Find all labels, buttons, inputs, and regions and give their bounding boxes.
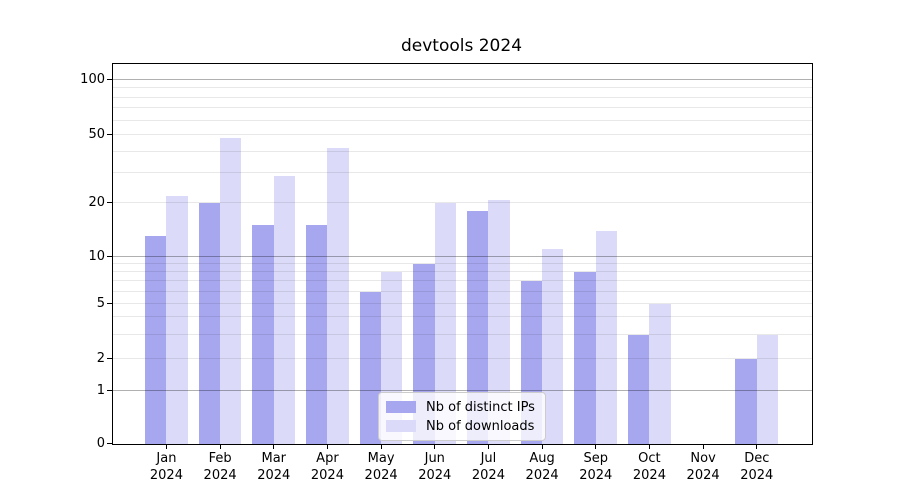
y-tick-mark-2 bbox=[107, 358, 112, 359]
x-tick-label-feb: Feb 2024 bbox=[203, 451, 237, 483]
x-tick-label-oct: Oct 2024 bbox=[632, 451, 666, 483]
bar-downloads-jan bbox=[166, 196, 188, 444]
bar-distinct-ips-feb bbox=[198, 203, 221, 444]
bar-downloads-jun bbox=[434, 203, 457, 444]
legend-item-distinct-ips: Nb of distinct IPs bbox=[386, 399, 535, 415]
x-tick-label-jan: Jan 2024 bbox=[149, 451, 183, 483]
y-tick-label-5: 5 bbox=[96, 296, 105, 312]
legend-label-distinct-ips: Nb of distinct IPs bbox=[426, 399, 535, 415]
bar-downloads-sep bbox=[595, 230, 618, 444]
y-tick-mark-1 bbox=[107, 390, 112, 391]
bars-layer bbox=[113, 64, 812, 444]
y-tick-label-10: 10 bbox=[88, 248, 105, 264]
y-tick-label-20: 20 bbox=[88, 195, 105, 211]
legend: Nb of distinct IPs Nb of downloads bbox=[378, 392, 546, 441]
y-tick-mark-20 bbox=[107, 202, 112, 204]
bar-downloads-aug bbox=[542, 249, 564, 444]
y-tick-mark-0 bbox=[107, 443, 112, 444]
x-tick-mark-dec bbox=[756, 445, 758, 449]
x-tick-mark-aug bbox=[541, 445, 543, 449]
bar-distinct-ips-jul bbox=[467, 211, 489, 444]
x-tick-mark-oct bbox=[648, 445, 650, 449]
legend-swatch-distinct-ips-icon bbox=[386, 401, 416, 413]
y-tick-label-2: 2 bbox=[96, 351, 105, 366]
bar-distinct-ips-sep bbox=[574, 271, 596, 444]
x-tick-label-aug: Aug 2024 bbox=[525, 451, 559, 483]
x-tick-label-apr: Apr 2024 bbox=[310, 451, 344, 483]
y-axis: 0 1 2 5 10 20 50 100 bbox=[80, 64, 812, 451]
bar-distinct-ips-may bbox=[359, 291, 382, 444]
bar-downloads-jul bbox=[488, 199, 510, 444]
bar-distinct-ips-mar bbox=[252, 225, 274, 444]
y-tick-mark-5 bbox=[107, 303, 112, 305]
legend-item-downloads: Nb of downloads bbox=[386, 418, 535, 434]
legend-label-downloads: Nb of downloads bbox=[426, 418, 535, 434]
x-tick-mark-may bbox=[380, 445, 382, 449]
y-tick-label-100: 100 bbox=[80, 72, 105, 87]
bar-distinct-ips-oct bbox=[628, 334, 650, 444]
x-axis: Jan 2024 Feb 2024 Mar 2024 Apr 2024 May 2024… bbox=[113, 64, 812, 483]
plot-area: 0 1 2 5 10 20 50 100 Jan 2024 Feb 2024 Mar 2024 Ap… bbox=[80, 63, 813, 483]
x-tick-label-sep: Sep 2024 bbox=[579, 451, 613, 483]
legend-swatch-downloads-icon bbox=[386, 420, 416, 432]
y-tick-label-0: 0 bbox=[96, 436, 105, 451]
bar-downloads-apr bbox=[327, 148, 349, 444]
x-tick-mark-mar bbox=[273, 445, 275, 449]
y-tick-label-1: 1 bbox=[96, 383, 105, 398]
x-tick-label-nov: Nov 2024 bbox=[686, 451, 720, 483]
y-tick-mark-50 bbox=[107, 134, 112, 136]
bar-distinct-ips-apr bbox=[306, 225, 328, 444]
x-tick-label-may: May 2024 bbox=[364, 451, 398, 483]
y-tick-mark-100 bbox=[107, 79, 112, 80]
x-tick-label-jul: Jul 2024 bbox=[471, 451, 505, 483]
y-tick-label-50: 50 bbox=[88, 127, 105, 143]
chart-title: devtools 2024 bbox=[400, 36, 523, 56]
x-tick-mark-jul bbox=[487, 445, 489, 449]
x-tick-mark-nov bbox=[702, 445, 704, 449]
x-tick-label-mar: Mar 2024 bbox=[257, 451, 291, 483]
y-tick-mark-10 bbox=[107, 255, 112, 257]
bar-distinct-ips-dec bbox=[735, 359, 757, 444]
bar-downloads-dec bbox=[756, 334, 779, 444]
x-tick-mark-feb bbox=[219, 445, 221, 449]
bar-downloads-oct bbox=[649, 304, 671, 444]
x-tick-mark-apr bbox=[326, 445, 328, 449]
x-tick-mark-jan bbox=[165, 445, 167, 449]
x-tick-mark-sep bbox=[595, 445, 597, 449]
bar-downloads-feb bbox=[220, 138, 242, 444]
bar-downloads-mar bbox=[273, 175, 296, 444]
x-tick-label-dec: Dec 2024 bbox=[740, 451, 774, 483]
x-tick-label-jun: Jun 2024 bbox=[418, 451, 452, 483]
x-tick-mark-jun bbox=[434, 445, 436, 449]
bar-distinct-ips-jan bbox=[145, 236, 167, 444]
